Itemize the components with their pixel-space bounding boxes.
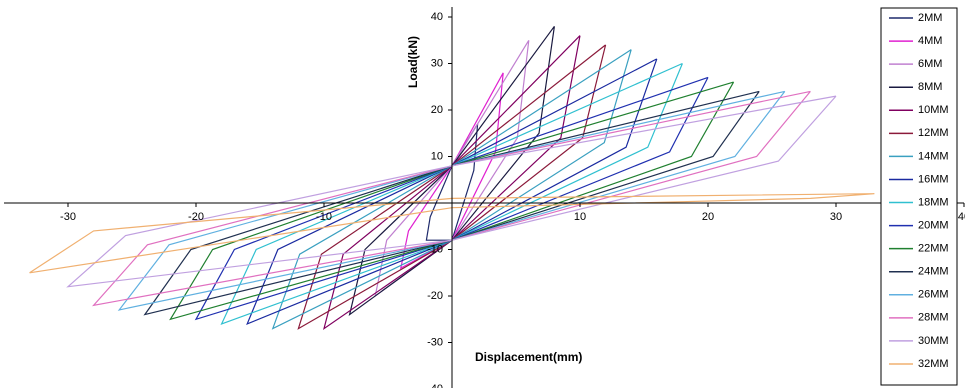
legend-label: 30MM — [918, 335, 949, 347]
x-tick-label: 20 — [702, 211, 714, 223]
legend-label: 28MM — [918, 312, 949, 324]
legend-label: 16MM — [918, 173, 949, 185]
legend-label: 10MM — [918, 104, 949, 116]
legend-label: 22MM — [918, 243, 949, 255]
y-tick-label: -20 — [427, 290, 443, 302]
legend-label: 6MM — [918, 58, 942, 70]
legend-label: 32MM — [918, 358, 949, 370]
legend-label: 12MM — [918, 127, 949, 139]
y-tick-label: -40 — [427, 383, 443, 388]
legend-label: 4MM — [918, 35, 942, 47]
x-axis-label: Displacement(mm) — [475, 350, 582, 364]
y-tick-label: 40 — [431, 11, 443, 23]
x-tick-label: -20 — [188, 211, 204, 223]
legend-label: 26MM — [918, 289, 949, 301]
legend-label: 18MM — [918, 196, 949, 208]
y-tick-label: -30 — [427, 336, 443, 348]
legend: 2MM 4MM 6MM 8MM 10MM 12MM 14MM 16MM 18MM 20MM 22MM… — [880, 7, 958, 386]
y-axis-label: Load(kN) — [406, 36, 420, 88]
y-tick-label: -10 — [427, 243, 443, 255]
y-tick-label: 20 — [431, 104, 443, 116]
legend-label: 8MM — [918, 81, 942, 93]
legend-label: 14MM — [918, 150, 949, 162]
y-tick-label: 10 — [431, 150, 443, 162]
y-tick-label: 30 — [431, 57, 443, 69]
x-tick-label: -10 — [316, 211, 332, 223]
x-tick-label: 10 — [574, 211, 586, 223]
x-tick-label: 40 — [958, 211, 965, 223]
x-tick-label: -30 — [60, 211, 76, 223]
legend-label: 2MM — [918, 12, 942, 24]
x-tick-label: 30 — [830, 211, 842, 223]
legend-box — [880, 7, 958, 386]
legend-label: 24MM — [918, 266, 949, 278]
legend-label: 20MM — [918, 219, 949, 231]
